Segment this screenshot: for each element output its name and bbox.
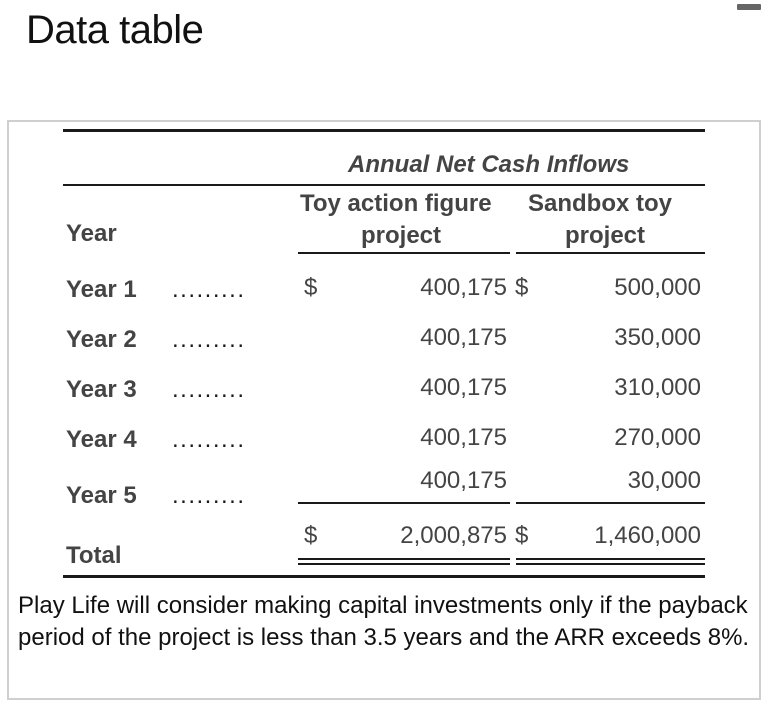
bottom-rule <box>63 575 705 578</box>
value-sandbox-year-5: 30,000 <box>627 467 701 494</box>
value-toy-action-year-3: 400,175 <box>420 374 507 401</box>
value-sandbox-year-4: 270,000 <box>614 424 701 451</box>
minimize-icon[interactable] <box>737 4 761 10</box>
header-rule-col-a <box>298 252 510 254</box>
caption-rule <box>63 184 705 186</box>
leader-dots: ......... <box>172 276 246 303</box>
column-header-sandbox-line1: Sandbox toy <box>528 190 673 217</box>
row-label-year-2: Year 2 <box>66 326 137 353</box>
data-table-panel <box>7 120 761 700</box>
total-double-rule-b1 <box>516 558 705 560</box>
leader-dots: ......... <box>172 376 246 403</box>
table-caption: Annual Net Cash Inflows <box>348 151 630 178</box>
leader-dots: ......... <box>172 426 246 453</box>
total-toy-action: 2,000,875 <box>400 522 507 549</box>
header-rule-col-b <box>516 252 705 254</box>
value-sandbox-year-2: 350,000 <box>614 324 701 351</box>
row-label-total: Total <box>66 542 122 569</box>
dollar-sign: $ <box>515 274 529 301</box>
row-label-year-3: Year 3 <box>66 376 137 403</box>
total-double-rule-a1 <box>298 558 510 560</box>
value-toy-action-year-4: 400,175 <box>420 424 507 451</box>
page-title: Data table <box>26 8 204 52</box>
value-toy-action-year-1: 400,175 <box>420 274 507 301</box>
top-rule <box>63 129 705 132</box>
row-label-year-4: Year 4 <box>66 426 137 453</box>
year-column-header: Year <box>66 220 117 247</box>
total-double-rule-a2 <box>298 563 510 565</box>
total-sandbox: 1,460,000 <box>594 522 701 549</box>
row-label-year-1: Year 1 <box>66 276 137 303</box>
subtotal-rule-col-a <box>298 502 510 504</box>
dollar-sign: $ <box>304 522 318 549</box>
row-label-year-5: Year 5 <box>66 482 137 509</box>
leader-dots: ......... <box>172 326 246 353</box>
value-sandbox-year-3: 310,000 <box>614 374 701 401</box>
total-double-rule-b2 <box>516 563 705 565</box>
value-sandbox-year-1: 500,000 <box>614 274 701 301</box>
dollar-sign: $ <box>304 274 318 301</box>
subtotal-rule-col-b <box>516 502 705 504</box>
policy-note: Play Life will consider making capital i… <box>18 592 750 651</box>
value-toy-action-year-2: 400,175 <box>420 324 507 351</box>
column-header-sandbox-line2: project <box>565 222 646 249</box>
value-toy-action-year-5: 400,175 <box>420 467 507 494</box>
column-header-toy-action-line2: project <box>361 222 442 249</box>
dollar-sign: $ <box>515 522 529 549</box>
column-header-toy-action-line1: Toy action figure <box>300 190 492 217</box>
leader-dots: ......... <box>172 482 246 509</box>
